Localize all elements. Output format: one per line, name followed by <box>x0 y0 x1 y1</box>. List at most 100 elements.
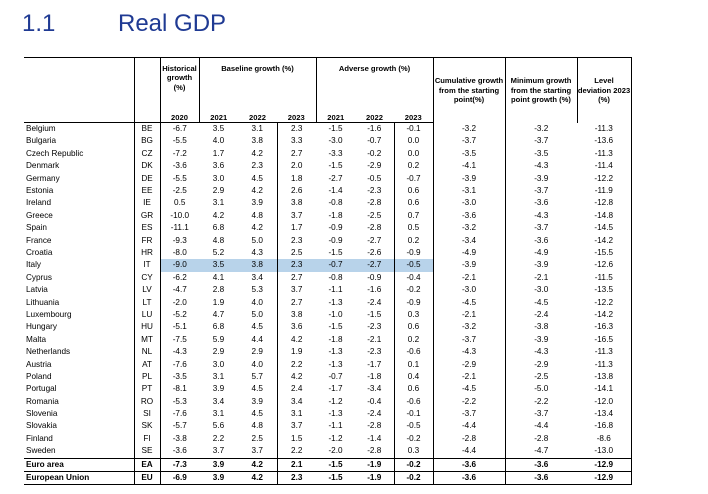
value-cell: 3.1 <box>212 409 225 419</box>
value-cell: 0.0 <box>393 135 433 148</box>
gdp-table: Historical growth (%) Baseline growth (%… <box>24 57 632 486</box>
country-code: MT <box>133 333 160 347</box>
value-cell: -3.7 <box>504 222 577 235</box>
year-header: 2021 <box>315 112 355 123</box>
value-cell: -3.6 <box>432 457 505 472</box>
table-row: Austria AT -7.6 3.0 4.0 2.2 -1.3 -1.7 0.1 -2.9 -2.… <box>24 358 632 371</box>
value-cell: -7.5 <box>159 333 199 347</box>
table-row: Slovenia SI -7.6 3.1 4.5 3.1 -1.3 -2.4 -0.1 -3.7-… <box>24 407 632 421</box>
value-cell: 3.9 <box>199 470 238 486</box>
value-cell: -2.8 <box>367 446 382 456</box>
country-code: EU <box>133 470 160 486</box>
table-row: Slovakia SK -5.7 5.6 4.8 3.7 -1.1 -2.8 -0.5 -4.4-… <box>24 420 632 433</box>
value-cell: -1.3 <box>328 409 343 419</box>
value-cell: -12.8 <box>577 197 632 210</box>
year-code-blank <box>133 112 160 123</box>
value-cell: -5.1 <box>159 321 199 334</box>
value-cell: -13.6 <box>577 135 632 148</box>
header-level: Level deviation 2023 (%) <box>576 57 632 123</box>
value-cell: -0.7 <box>367 136 382 146</box>
value-cell: 2.2 <box>276 358 316 371</box>
value-cell: -4.4 <box>504 420 577 433</box>
country-code: LT <box>133 296 160 309</box>
value-cell: 0.6 <box>393 383 433 396</box>
value-cell: 5.9 <box>212 334 225 344</box>
country-name: Romania <box>26 396 59 406</box>
country-code: SE <box>133 445 160 459</box>
header-historical: Historical growth (%) <box>159 57 199 112</box>
value-cell: 2.3 <box>276 470 316 486</box>
value-cell: 2.2 <box>212 433 225 443</box>
table-row: Bulgaria BG -5.5 4.0 3.8 3.3 -3.0 -0.7 0.0 -3.7 -3… <box>24 135 632 148</box>
header-minimum: Minimum growth from the starting point g… <box>504 57 577 123</box>
value-cell: -11.3 <box>577 147 632 161</box>
country-code: IE <box>133 197 160 210</box>
value-cell: -2.8 <box>367 223 382 233</box>
value-cell: -3.5 <box>159 370 199 384</box>
value-cell: 0.3 <box>393 308 433 322</box>
value-cell: -0.9 <box>393 246 433 260</box>
value-cell: -3.9 <box>432 172 505 185</box>
country-name: Latvia <box>26 285 48 295</box>
value-cell: -3.3 <box>328 148 343 158</box>
value-cell: -11.1 <box>159 222 199 235</box>
value-cell: -2.1 <box>367 334 382 344</box>
value-cell: 2.3 <box>276 234 316 247</box>
table-row: Czech Republic CZ -7.2 1.7 4.2 2.7 -3.3 -0.2 0.0… <box>24 147 632 161</box>
value-cell: 2.8 <box>212 285 225 295</box>
country-code: HU <box>133 321 160 334</box>
value-cell: 1.9 <box>212 297 225 307</box>
country-code: RO <box>133 395 160 408</box>
value-cell: -0.2 <box>393 432 433 446</box>
value-cell: 4.2 <box>251 186 263 196</box>
country-code: IT <box>133 259 160 272</box>
value-cell: -3.4 <box>367 384 382 394</box>
value-cell: -4.4 <box>432 420 505 433</box>
value-cell: -4.5 <box>432 296 505 309</box>
value-cell: -14.2 <box>577 234 632 247</box>
value-cell: 4.4 <box>251 334 263 344</box>
value-cell: -2.8 <box>367 198 382 208</box>
country-code: DK <box>133 160 160 173</box>
value-cell: -0.5 <box>393 259 433 272</box>
table-row: Latvia LV -4.7 2.8 5.3 3.7 -1.1 -1.6 -0.2 -3.0 -3.… <box>24 284 632 297</box>
value-cell: -13.5 <box>577 284 632 297</box>
value-cell: -3.0 <box>328 136 343 146</box>
value-cell: 4.5 <box>251 173 263 183</box>
value-cell: -1.9 <box>355 457 394 472</box>
value-cell: -5.7 <box>159 420 199 433</box>
value-cell: 3.7 <box>276 420 316 433</box>
value-cell: -12.9 <box>577 470 632 486</box>
value-cell: -3.0 <box>432 284 505 297</box>
value-cell: -4.9 <box>504 246 577 260</box>
value-cell: -11.3 <box>577 358 632 371</box>
value-cell: 6.8 <box>212 322 225 332</box>
value-cell: -0.9 <box>328 223 343 233</box>
value-cell: -1.5 <box>328 161 343 171</box>
value-cell: -13.4 <box>577 407 632 421</box>
value-cell: -2.0 <box>159 296 199 309</box>
year-header: 2022 <box>355 112 394 123</box>
value-cell: 4.0 <box>212 136 225 146</box>
value-cell: -14.1 <box>577 383 632 396</box>
value-cell: 0.5 <box>159 197 199 210</box>
value-cell: -8.6 <box>577 432 632 446</box>
value-cell: -14.2 <box>577 308 632 322</box>
value-cell: -15.5 <box>577 246 632 260</box>
value-cell: -4.3 <box>504 346 577 359</box>
table-row: Poland PL -3.5 3.1 5.7 4.2 -0.7 -1.8 0.4 -2.1 -2.5… <box>24 370 632 384</box>
value-cell: -4.1 <box>432 160 505 173</box>
value-cell: -3.6 <box>159 445 199 459</box>
value-cell: -2.4 <box>504 308 577 322</box>
country-code: NL <box>133 346 160 359</box>
country-code: DE <box>133 172 160 185</box>
value-cell: 4.0 <box>251 297 263 307</box>
value-cell: 0.6 <box>393 197 433 210</box>
value-cell: -2.7 <box>355 259 394 272</box>
value-cell: 3.9 <box>199 457 238 472</box>
country-name: Denmark <box>26 161 60 171</box>
country-name: Spain <box>26 223 47 233</box>
value-cell: -0.7 <box>316 259 355 272</box>
value-cell: 1.7 <box>212 148 225 158</box>
value-cell: -2.6 <box>367 248 382 257</box>
